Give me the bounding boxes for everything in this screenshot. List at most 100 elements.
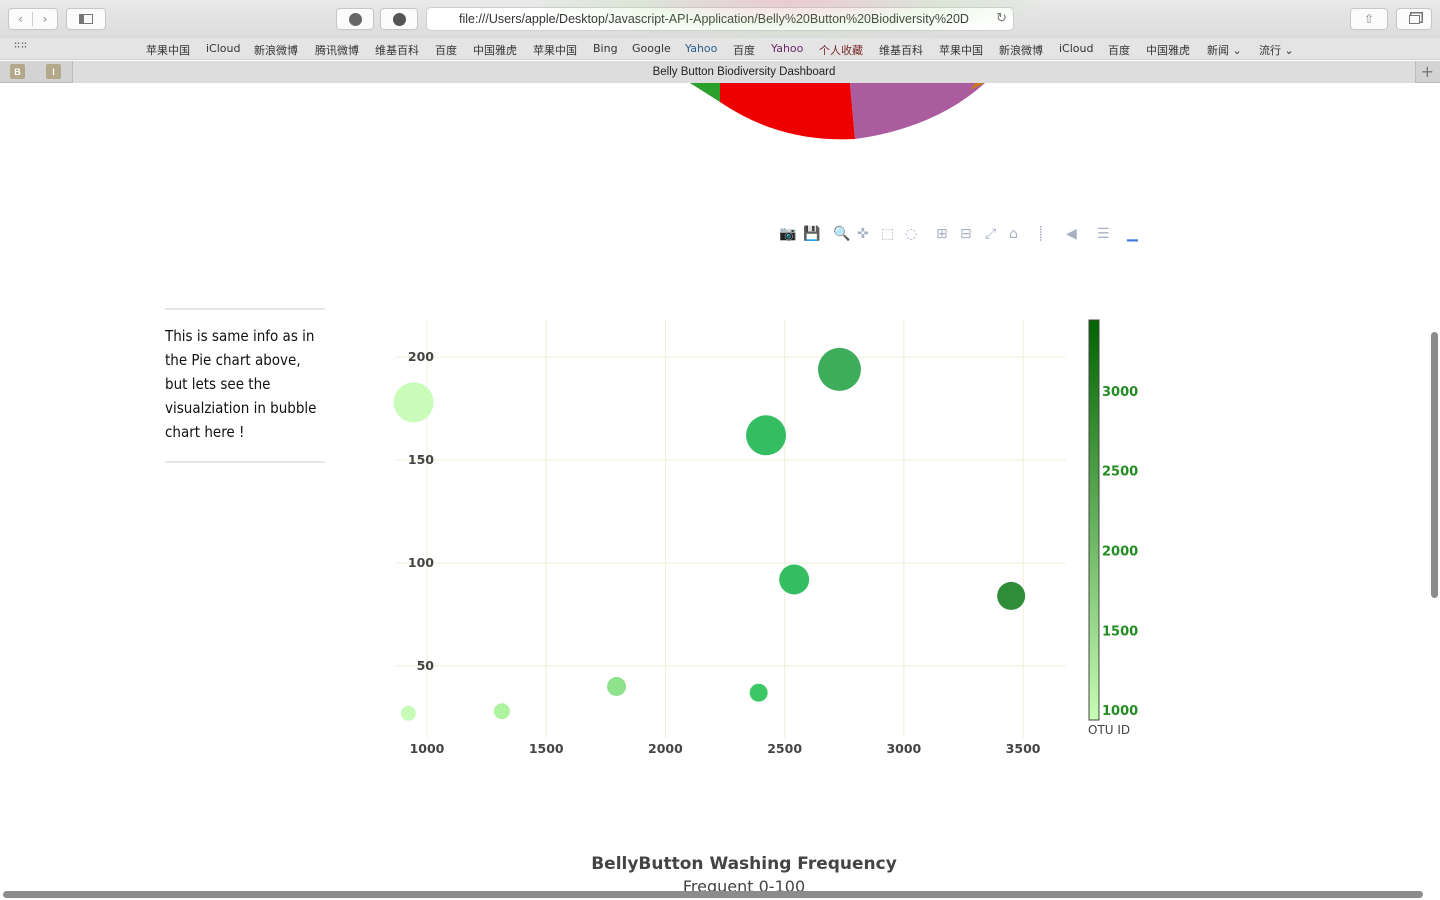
tick-layer: 1000 1500 2000 2500 3000 3500 50 100 150 200 <box>408 349 1041 756</box>
y-tick-label: 200 <box>408 349 434 364</box>
hover-closest-icon[interactable]: ◀ <box>1066 226 1077 242</box>
favorite-link[interactable]: 百度 <box>733 44 755 57</box>
sidebar-toggle-button[interactable] <box>66 8 106 30</box>
x-tick-label: 3500 <box>1006 741 1041 756</box>
plotly-logo-icon[interactable]: ▁ <box>1127 226 1138 242</box>
favorite-link[interactable]: 苹果中国 <box>146 44 190 57</box>
y-tick-label: 50 <box>417 658 435 673</box>
y-tick-label: 150 <box>408 452 434 467</box>
colorbar-gradient <box>1088 319 1100 721</box>
address-bar[interactable]: file:///Users/apple/Desktop/Javascript-A… <box>426 7 1014 31</box>
favorite-link[interactable]: 新闻 ⌄ <box>1207 44 1242 57</box>
pinned-tab-b[interactable]: B <box>10 64 25 79</box>
favorite-link[interactable]: 百度 <box>1108 44 1130 57</box>
x-tick-label: 1000 <box>410 741 445 756</box>
pie-slice-orange <box>970 83 985 90</box>
x-tick-label: 1500 <box>529 741 564 756</box>
bubble-point[interactable] <box>749 683 768 702</box>
gauge-title: BellyButton Washing Frequency <box>591 854 897 874</box>
zoom-in-icon[interactable]: ⊞ <box>936 226 948 242</box>
bubble-point[interactable] <box>493 703 510 720</box>
bubble-point[interactable] <box>393 382 434 423</box>
reset-axes-icon[interactable]: ⌂ <box>1009 226 1018 242</box>
favorite-link[interactable]: iCloud <box>206 42 241 55</box>
favorites-bar: ∷∷ 苹果中国 iCloud 新浪微博 腾讯微博 维基百科 百度 中国雅虎 苹果中国 Bing G… <box>0 38 1440 60</box>
bubble-chart[interactable]: 1000 1500 2000 2500 3000 3500 50 100 150 200 1000… <box>0 83 1440 763</box>
favorite-link[interactable]: 苹果中国 <box>939 44 983 57</box>
back-forward-group: ‹ › <box>8 8 58 30</box>
x-tick-label: 2000 <box>648 741 683 756</box>
favorite-link[interactable]: 新浪微博 <box>254 44 298 57</box>
tab-active[interactable]: Belly Button Biodiversity Dashboard <box>72 61 1416 83</box>
autoscale-icon[interactable]: ⤢ <box>985 226 997 242</box>
favorite-link[interactable]: Yahoo <box>771 42 804 55</box>
x-tick-label: 2500 <box>767 741 802 756</box>
new-tab-icon[interactable]: + <box>1420 62 1434 81</box>
bubble-point[interactable] <box>997 581 1026 610</box>
favorite-link[interactable]: 维基百科 <box>375 44 419 57</box>
save-icon[interactable]: 💾 <box>803 226 821 242</box>
page-content: 📷 💾 🔍 ✜ ⬚ ◌ ⊞ ⊟ ⤢ ⌂ ⸽ ◀ ☰ ▁ This is same info as in t… <box>0 83 1440 900</box>
x-tick-label: 3000 <box>886 741 921 756</box>
reload-icon[interactable]: ↻ <box>996 11 1007 26</box>
info-panel: This is same info as in the Pie chart ab… <box>165 308 325 463</box>
pie-chart-remnant <box>690 83 985 140</box>
favorite-link[interactable]: 新浪微博 <box>999 44 1043 57</box>
grammar-extension-button[interactable] <box>380 8 418 30</box>
colorbar-title: OTU ID <box>1088 723 1130 737</box>
favorite-link[interactable]: 腾讯微博 <box>315 44 359 57</box>
horizontal-scrollbar[interactable] <box>3 891 1423 898</box>
favorite-link[interactable]: iCloud <box>1059 42 1094 55</box>
bubble-point[interactable] <box>817 347 861 391</box>
colorbar-tick-label: 2000 <box>1102 544 1138 559</box>
browser-toolbar: ‹ › file:///Users/apple/Desktop/Javascri… <box>0 0 1440 38</box>
colorbar-tick-label: 1500 <box>1102 624 1138 639</box>
share-button[interactable]: ⇧ <box>1350 8 1388 30</box>
bubble-point[interactable] <box>746 415 787 456</box>
colorbar: 1000 1500 2000 2500 3000 OTU ID <box>1088 319 1138 737</box>
favorite-link[interactable]: 流行 ⌄ <box>1259 44 1294 57</box>
bubble-point[interactable] <box>607 677 627 697</box>
tab-bar: B I Belly Button Biodiversity Dashboard … <box>0 61 1440 83</box>
info-text: This is same info as in the Pie chart ab… <box>165 327 317 441</box>
favorite-link[interactable]: 维基百科 <box>879 44 923 57</box>
spike-lines-icon[interactable]: ⸽ <box>1039 226 1043 242</box>
tabs-icon <box>1408 14 1420 24</box>
bubble-layer <box>393 347 1026 721</box>
pie-slice-purple <box>850 83 985 139</box>
tab-overview-button[interactable] <box>1396 8 1432 30</box>
favorite-link[interactable]: 百度 <box>435 44 457 57</box>
bubble-point[interactable] <box>400 705 416 721</box>
zoom-icon[interactable]: 🔍 <box>833 226 851 242</box>
favorite-link[interactable]: 中国雅虎 <box>473 44 517 57</box>
grid-icon[interactable]: ∷∷ <box>14 40 29 51</box>
favorite-link[interactable]: 中国雅虎 <box>1146 44 1190 57</box>
tab-title: Belly Button Biodiversity Dashboard <box>652 66 836 78</box>
grid-layer <box>396 320 1066 738</box>
share-icon: ⇧ <box>1363 12 1375 26</box>
hover-compare-icon[interactable]: ☰ <box>1097 226 1110 242</box>
privacy-button[interactable] <box>336 8 374 30</box>
vertical-scrollbar[interactable] <box>1431 332 1438 598</box>
pie-slice-red <box>720 83 855 140</box>
favorite-link[interactable]: Google <box>632 42 671 55</box>
bubble-point[interactable] <box>779 564 810 595</box>
camera-icon[interactable]: 📷 <box>779 226 797 242</box>
sidebar-icon <box>79 14 93 24</box>
favorite-link[interactable]: Yahoo <box>685 42 718 55</box>
pinned-tab-i[interactable]: I <box>46 64 61 79</box>
shield-icon <box>348 12 362 26</box>
back-icon[interactable]: ‹ <box>9 12 34 26</box>
pan-icon[interactable]: ✜ <box>857 226 869 242</box>
colorbar-tick-label: 1000 <box>1102 704 1138 719</box>
lasso-icon[interactable]: ◌ <box>905 226 918 242</box>
grammarly-icon <box>392 12 406 26</box>
forward-icon[interactable]: › <box>42 12 48 26</box>
favorite-link[interactable]: 苹果中国 <box>533 44 577 57</box>
zoom-out-icon[interactable]: ⊟ <box>960 226 972 242</box>
favorite-link[interactable]: 个人收藏 <box>819 44 863 57</box>
url-text: file:///Users/apple/Desktop/Javascript-A… <box>459 12 969 26</box>
favorite-link[interactable]: Bing <box>593 42 618 55</box>
box-select-icon[interactable]: ⬚ <box>881 226 895 242</box>
